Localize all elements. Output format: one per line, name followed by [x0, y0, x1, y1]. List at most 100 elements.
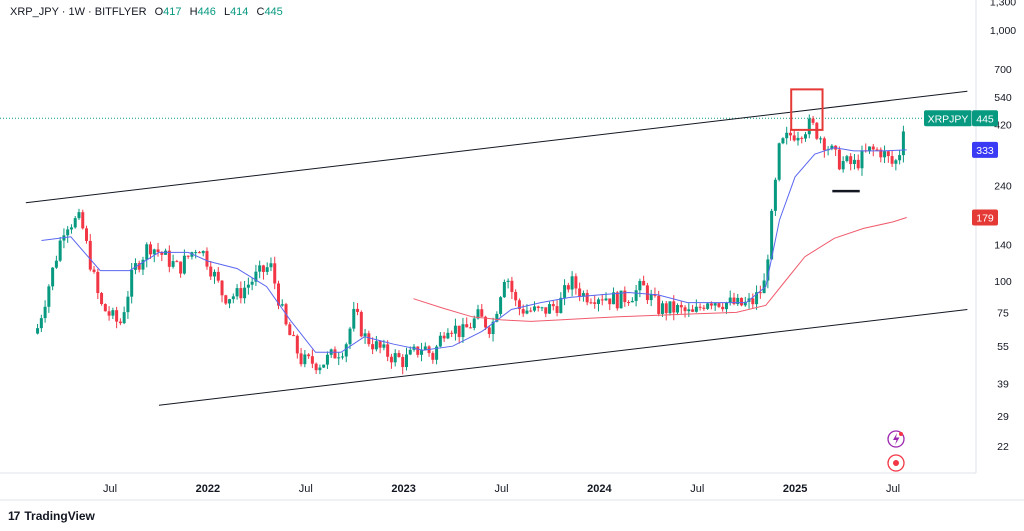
- high-value: 446: [197, 6, 216, 18]
- candle-body: [536, 306, 540, 309]
- candle-body: [845, 156, 849, 162]
- candle-body: [615, 292, 619, 309]
- low-label: L: [223, 6, 231, 18]
- candle-body: [261, 265, 265, 272]
- candle-body: [299, 353, 303, 365]
- y-tick-label: 700: [994, 64, 1012, 76]
- lower-channel-line: [158, 308, 968, 406]
- candle-body: [228, 299, 232, 304]
- candle-body: [566, 285, 570, 290]
- candle-body: [709, 303, 713, 306]
- candle-body: [612, 292, 616, 305]
- candle-body: [435, 346, 439, 360]
- candle-body: [875, 149, 879, 151]
- candle-body: [627, 302, 631, 304]
- candle-body: [698, 306, 702, 308]
- candle-body: [657, 295, 661, 314]
- candle-body: [152, 249, 156, 255]
- candle-body: [96, 271, 100, 294]
- candle-body: [401, 357, 405, 368]
- candle-body: [235, 288, 239, 297]
- candle-body: [442, 335, 446, 339]
- y-tick-label: 100: [994, 276, 1012, 288]
- candle-body: [201, 250, 205, 254]
- candle-body: [367, 333, 371, 345]
- candle-body: [182, 255, 186, 274]
- target-icon: [887, 454, 905, 472]
- close-label: C: [256, 6, 265, 18]
- candle-body: [213, 271, 217, 277]
- high-label: H: [189, 6, 198, 18]
- open-label: O: [154, 6, 164, 18]
- candle-body: [115, 310, 119, 322]
- candle-body: [220, 280, 224, 296]
- candle-body: [145, 244, 149, 260]
- candle-body: [243, 287, 247, 299]
- candle-body: [254, 271, 258, 282]
- candle-body: [499, 297, 503, 314]
- candle-body: [386, 344, 390, 357]
- candle-body: [856, 159, 860, 169]
- ma-slow-line: [413, 217, 907, 322]
- candle-body: [209, 266, 213, 277]
- candle-body: [77, 212, 81, 219]
- candle-body: [322, 364, 326, 368]
- candle-body: [446, 332, 450, 339]
- candle-body: [593, 302, 597, 304]
- candle-body: [623, 290, 627, 303]
- candle-body: [333, 349, 337, 359]
- candle-body: [461, 324, 465, 338]
- candle-body: [777, 143, 781, 180]
- candle-body: [755, 292, 759, 305]
- candle-body: [103, 304, 107, 312]
- candle-body: [160, 252, 164, 255]
- candle-body: [167, 250, 171, 267]
- candle-body: [276, 283, 280, 306]
- candle-body: [480, 309, 484, 317]
- candle-body: [578, 288, 582, 297]
- price-badge-value: 445: [976, 113, 994, 125]
- candle-body: [404, 354, 408, 368]
- candle-body: [743, 301, 747, 306]
- price-badge-value: 333: [976, 145, 994, 157]
- tradingview-logo[interactable]: 17 TradingView: [8, 509, 95, 523]
- candle-body: [660, 303, 664, 314]
- candle-body: [47, 286, 51, 307]
- price-badge-value-bg: [972, 141, 998, 158]
- candle-body: [574, 276, 578, 289]
- candle-body: [111, 310, 115, 316]
- candle-body: [852, 159, 856, 165]
- candle-body: [54, 260, 58, 268]
- upper-channel-line: [25, 90, 968, 204]
- candle-body: [548, 304, 552, 314]
- candle-body: [871, 146, 875, 150]
- y-tick-label: 420: [994, 120, 1012, 132]
- candle-body: [532, 306, 536, 311]
- candle-body: [453, 325, 457, 334]
- candle-body: [563, 285, 567, 298]
- y-tick-label: 22: [997, 441, 1009, 453]
- candle-body: [295, 335, 299, 354]
- candle-body: [465, 324, 469, 328]
- candle-body: [510, 280, 514, 292]
- candle-body: [420, 350, 424, 355]
- candle-body: [540, 307, 544, 309]
- candle-body: [356, 308, 360, 312]
- tradingview-brand-name: TradingView: [24, 509, 95, 523]
- chart-header: XRP_JPY · 1W · BITFLYER O417 H446 L414 C…: [10, 6, 283, 18]
- symbol-label[interactable]: XRP_JPY · 1W · BITFLYER: [10, 6, 147, 18]
- candle-body: [721, 306, 725, 310]
- x-tick-label: Jul: [690, 483, 704, 495]
- candle-body: [517, 300, 521, 310]
- candle-body: [837, 149, 841, 170]
- price-badge: XRPJPY 445: [924, 110, 998, 127]
- lightning-icon-dot: [899, 432, 903, 436]
- candle-body: [766, 259, 770, 281]
- candle-body: [672, 301, 676, 313]
- candle-body: [239, 288, 243, 299]
- candle-body: [476, 309, 480, 319]
- candle-body: [397, 353, 401, 358]
- candle-body: [126, 296, 130, 313]
- candle-body: [258, 265, 262, 272]
